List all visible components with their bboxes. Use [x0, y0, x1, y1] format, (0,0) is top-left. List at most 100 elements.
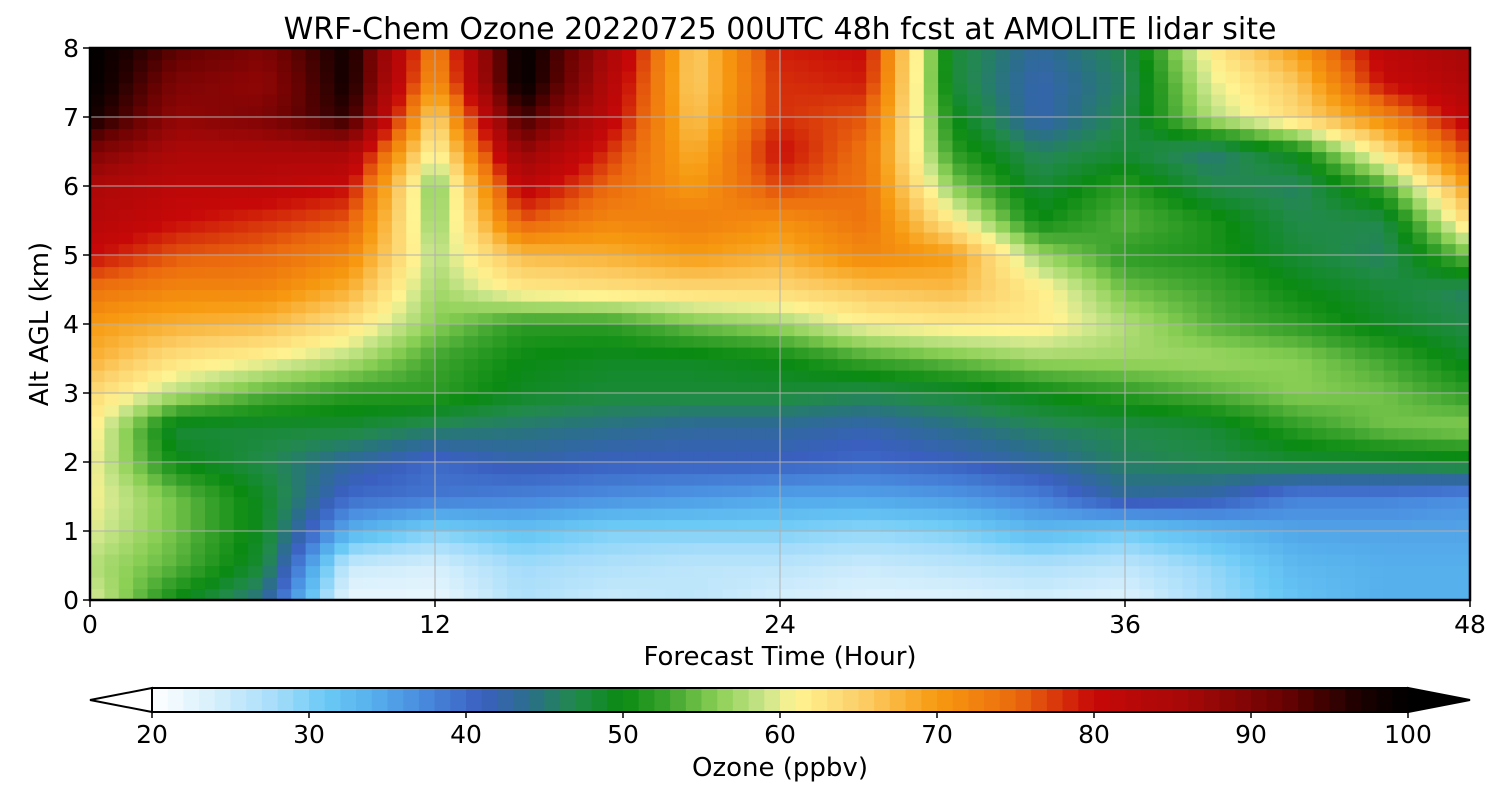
heatmap-cell	[794, 151, 810, 164]
heatmap-cell	[693, 59, 709, 72]
heatmap-cell	[952, 358, 968, 371]
heatmap-cell	[1196, 140, 1212, 153]
heatmap-cell	[995, 439, 1011, 452]
heatmap-cell	[1053, 243, 1069, 256]
heatmap-cell	[291, 94, 307, 107]
heatmap-cell	[1326, 197, 1342, 210]
heatmap-cell	[363, 301, 379, 314]
heatmap-cell	[823, 508, 839, 521]
heatmap-cell	[1254, 301, 1270, 314]
heatmap-cell	[1240, 588, 1255, 601]
colorbar-swatch	[1046, 688, 1064, 712]
heatmap-cell	[636, 140, 652, 153]
heatmap-cell	[133, 554, 149, 567]
heatmap-cell	[1398, 94, 1414, 107]
heatmap-cell	[1455, 416, 1471, 429]
heatmap-cell	[1067, 255, 1083, 268]
heatmap-cell	[147, 140, 163, 153]
heatmap-cell	[276, 232, 292, 245]
heatmap-cell	[1168, 220, 1184, 233]
heatmap-cell	[104, 312, 120, 325]
heatmap-cell	[780, 197, 795, 210]
heatmap-cell	[722, 393, 738, 406]
heatmap-cell	[90, 289, 105, 302]
heatmap-cell	[1398, 174, 1414, 187]
heatmap-cell	[391, 140, 407, 153]
heatmap-cell	[593, 416, 609, 429]
heatmap-cell	[262, 508, 278, 521]
heatmap-cell	[478, 220, 494, 233]
heatmap-cell	[348, 335, 364, 348]
heatmap-cell	[578, 347, 594, 360]
heatmap-cell	[521, 531, 537, 544]
heatmap-cell	[377, 588, 393, 601]
heatmap-cell	[895, 358, 910, 371]
heatmap-cell	[291, 542, 307, 555]
heatmap-cell	[205, 186, 220, 199]
heatmap-cell	[981, 324, 997, 337]
heatmap-cell	[765, 588, 781, 601]
heatmap-cell	[420, 59, 436, 72]
heatmap-cell	[1010, 105, 1025, 118]
heatmap-cell	[1168, 416, 1184, 429]
heatmap-cell	[1038, 381, 1054, 394]
heatmap-cell	[535, 174, 551, 187]
heatmap-cell	[880, 117, 896, 130]
heatmap-cell	[1240, 220, 1255, 233]
heatmap-cell	[995, 255, 1011, 268]
heatmap-cell	[636, 554, 652, 567]
heatmap-cell	[406, 82, 422, 95]
heatmap-cell	[1340, 186, 1356, 199]
heatmap-cell	[391, 105, 407, 118]
heatmap-cell	[823, 128, 839, 141]
heatmap-cell	[1196, 105, 1212, 118]
heatmap-cell	[291, 312, 307, 325]
heatmap-cell	[966, 232, 982, 245]
heatmap-cell	[276, 255, 292, 268]
heatmap-cell	[118, 370, 134, 383]
heatmap-cell	[1139, 347, 1155, 360]
heatmap-cell	[564, 324, 580, 337]
heatmap-cell	[1110, 82, 1126, 95]
heatmap-cell	[966, 266, 982, 279]
heatmap-cell	[1412, 347, 1428, 360]
heatmap-cell	[521, 381, 537, 394]
heatmap-cell	[420, 416, 436, 429]
heatmap-cell	[1369, 278, 1385, 291]
heatmap-cell	[463, 450, 479, 463]
heatmap-cell	[176, 439, 192, 452]
heatmap-cell	[320, 209, 335, 222]
heatmap-cell	[952, 105, 968, 118]
heatmap-cell	[521, 278, 537, 291]
heatmap-cell	[1053, 531, 1069, 544]
colorbar-swatch	[1109, 688, 1126, 712]
heatmap-cell	[391, 151, 407, 164]
heatmap-cell	[880, 128, 896, 141]
heatmap-cell	[205, 117, 220, 130]
heatmap-cell	[1053, 416, 1069, 429]
heatmap-cell	[593, 358, 609, 371]
heatmap-cell	[478, 485, 494, 498]
heatmap-cell	[693, 186, 709, 199]
heatmap-cell	[161, 278, 177, 291]
heatmap-cell	[133, 151, 149, 164]
heatmap-cell	[406, 278, 422, 291]
heatmap-cell	[780, 473, 795, 486]
heatmap-cell	[1283, 565, 1299, 578]
heatmap-cell	[1125, 542, 1140, 555]
heatmap-cell	[1211, 577, 1227, 590]
heatmap-cell	[578, 232, 594, 245]
heatmap-cell	[1326, 565, 1342, 578]
heatmap-cell	[1196, 508, 1212, 521]
heatmap-cell	[736, 531, 752, 544]
heatmap-cell	[1326, 358, 1342, 371]
heatmap-cell	[679, 462, 695, 475]
heatmap-cell	[593, 347, 609, 360]
heatmap-cell	[521, 335, 537, 348]
heatmap-cell	[219, 301, 235, 314]
heatmap-cell	[1268, 439, 1284, 452]
heatmap-cell	[1441, 370, 1457, 383]
heatmap-cell	[1340, 128, 1356, 141]
heatmap-cell	[909, 450, 925, 463]
heatmap-cell	[521, 519, 537, 532]
